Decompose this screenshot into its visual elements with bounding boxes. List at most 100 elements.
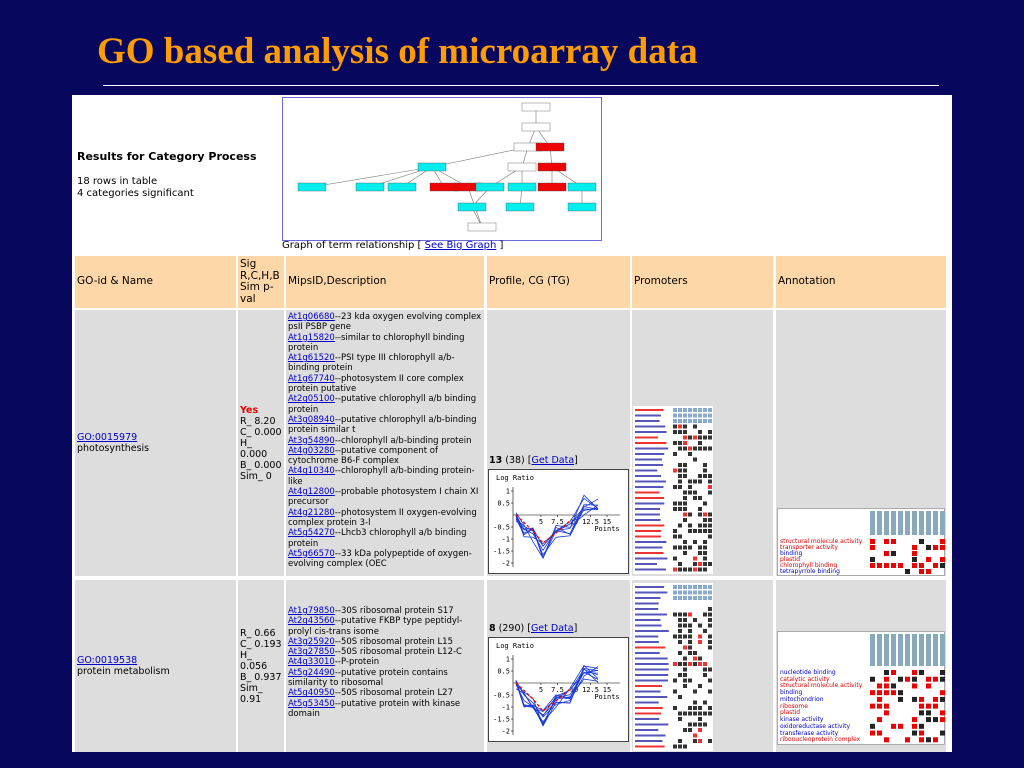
matrix-dot [703, 446, 707, 451]
gene-link[interactable]: At1g79850 [288, 606, 335, 616]
matrix-label [635, 431, 667, 433]
matrix-dot [683, 424, 687, 429]
matrix-dot [688, 739, 692, 743]
x-axis-label: Points [594, 693, 619, 701]
gene-link[interactable]: At2g05100 [288, 394, 335, 405]
matrix-dot [703, 435, 707, 440]
matrix-dot [673, 695, 677, 699]
matrix-dot [708, 618, 712, 622]
gene-link[interactable]: At4g03280 [288, 445, 335, 456]
matrix-dot [698, 518, 702, 522]
gene-link[interactable]: At4g12800 [288, 487, 335, 498]
matrix-dot [678, 419, 682, 423]
gene-link[interactable]: At4g33010 [288, 657, 335, 668]
gene-link[interactable]: At3g08940 [288, 414, 335, 425]
annotation-dot [877, 696, 882, 702]
matrix-dot [698, 739, 702, 743]
gene-link[interactable]: At4g10340 [288, 466, 335, 477]
matrix-dot [673, 435, 677, 440]
gene-link[interactable]: At1g15820 [288, 332, 335, 343]
matrix-dot [703, 496, 707, 500]
matrix-dot [708, 496, 712, 500]
matrix-dot [703, 490, 707, 495]
matrix-dot [683, 446, 687, 451]
screenshot: Results for Category Process 18 rows in t… [72, 95, 952, 752]
gene-link[interactable]: At5g24490 [288, 667, 335, 678]
get-data-link[interactable]: Get Data [530, 623, 574, 634]
annotation-dot [877, 703, 882, 709]
annotation-dot [933, 703, 938, 709]
annotation-dot [933, 737, 938, 743]
matrix-dot [693, 717, 697, 721]
matrix-dot [703, 540, 707, 544]
title-rule [103, 85, 939, 86]
matrix-dot [703, 590, 707, 595]
matrix-dot [693, 485, 697, 489]
big-graph-link[interactable]: See Big Graph [424, 240, 497, 251]
gene-link[interactable]: At1g61520 [288, 353, 335, 364]
matrix-dot [708, 607, 712, 611]
matrix-dot [698, 700, 702, 705]
matrix-dot [683, 441, 687, 445]
matrix-dot [693, 512, 697, 517]
gene-link[interactable]: At3g54890 [288, 435, 335, 446]
matrix-dot [693, 413, 697, 418]
go-name: photosynthesis [77, 443, 150, 454]
gene-link[interactable]: At4g21280 [288, 507, 335, 518]
gene-cell: At1g79850--30S ribosomal protein S17 At2g… [286, 580, 484, 752]
annotation-header [898, 634, 903, 666]
gene-link[interactable]: At3g25920 [288, 636, 335, 647]
gene-link[interactable]: At1g67740 [288, 373, 335, 384]
gene-link[interactable]: At5g66570 [288, 548, 335, 559]
matrix-dot [673, 678, 677, 683]
matrix-dot [698, 640, 702, 644]
matrix-dot [698, 645, 702, 650]
matrix-dot [698, 634, 702, 639]
matrix-dot [693, 534, 697, 539]
matrix-dot [678, 706, 682, 710]
matrix-dot [678, 562, 682, 566]
matrix-dot [703, 667, 707, 672]
annotation-dot [891, 670, 896, 675]
go-id-link[interactable]: GO:0019538 [77, 655, 138, 666]
matrix-dot [708, 656, 712, 661]
matrix-dot [708, 722, 712, 727]
matrix-dot [708, 640, 712, 644]
matrix-dot [678, 640, 682, 644]
matrix-dot [678, 717, 682, 721]
annotation-dot [933, 717, 938, 723]
sig-cell: R_ 0.66 C_ 0.193 H_ 0.056 B_ 0.937 Sim_ 0.91 [238, 580, 284, 752]
annotation-header [891, 511, 896, 535]
matrix-dot [688, 717, 692, 721]
graph-node [505, 202, 535, 212]
annotation-dot [870, 690, 875, 696]
gene-link[interactable]: At2g43560 [288, 616, 335, 627]
matrix-dot [708, 711, 712, 716]
matrix-dot [703, 518, 707, 522]
matrix-dot [693, 496, 697, 500]
gene-link[interactable]: At5g54270 [288, 528, 335, 539]
matrix-dot [688, 496, 692, 500]
matrix-dot [708, 556, 712, 561]
go-id-link[interactable]: GO:0015979 [77, 432, 138, 443]
gene-link[interactable]: At1g06680 [288, 312, 335, 322]
matrix-dot [683, 408, 687, 412]
promoter-cell [632, 310, 773, 576]
matrix-dot [703, 507, 707, 511]
matrix-dot [688, 479, 692, 484]
gene-link[interactable]: At5g40950 [288, 688, 335, 699]
annotation-dot [912, 563, 917, 568]
gene-link[interactable]: At5g53450 [288, 698, 335, 709]
matrix-dot [683, 523, 687, 528]
get-data-link[interactable]: Get Data [531, 455, 575, 466]
graph-node [475, 182, 505, 192]
gene-entry: At4g33010--P-protein [288, 657, 482, 667]
gene-link[interactable]: At3g27850 [288, 647, 335, 658]
matrix-dot [703, 651, 707, 655]
matrix-label [635, 546, 663, 549]
matrix-dot [688, 529, 692, 533]
matrix-label [635, 707, 663, 709]
matrix-dot [708, 512, 712, 517]
matrix-dot [693, 673, 697, 677]
matrix-dot [693, 618, 697, 622]
